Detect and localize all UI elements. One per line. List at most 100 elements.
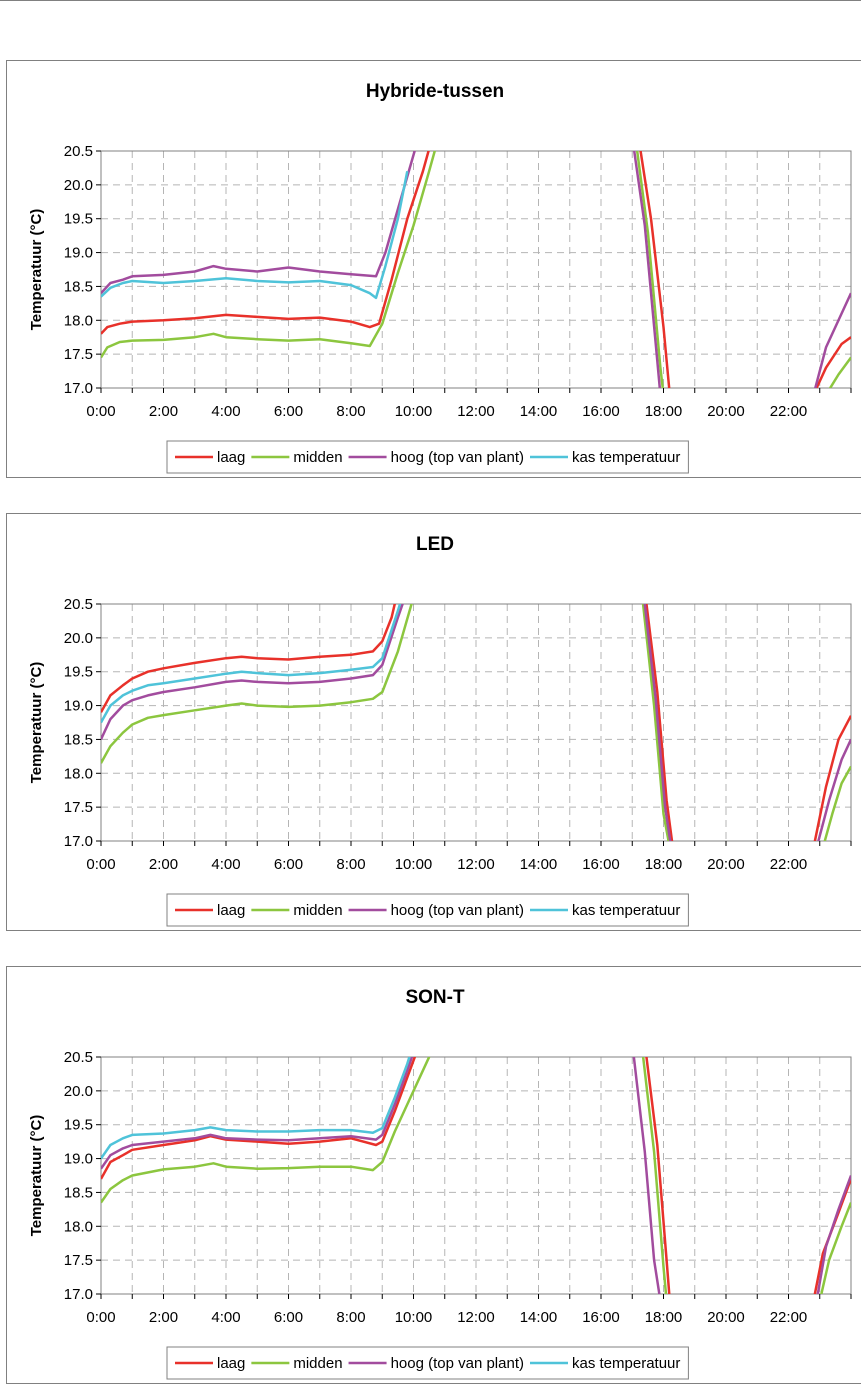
x-tick-label: 0:00 (86, 856, 115, 873)
y-tick-label: 20.0 (64, 630, 93, 647)
y-tick-label: 19.5 (64, 664, 93, 681)
series-line-laag (101, 151, 430, 335)
legend-label: hoog (top van plant) (391, 902, 524, 919)
y-tick-label: 20.0 (64, 1083, 93, 1100)
y-tick-label: 20.0 (64, 177, 93, 194)
y-tick-label: 20.5 (64, 596, 93, 613)
chart-son-t: SON-T 17.0 17.5 18.0 18.5 19.0 19.5 20.0 20.5 0:0… (28, 987, 852, 1380)
series-line-laag-evening (645, 1057, 671, 1294)
series-line-kas-temperatuur (101, 171, 409, 300)
y-tick-label: 17.0 (64, 380, 93, 397)
series-line-midden-night (820, 1202, 851, 1294)
chart-panel-2: LED 17.0 17.5 18.0 18.5 19.0 19.5 20.0 20.5 0:00 2… (6, 513, 861, 931)
x-tick-label: 18:00 (645, 1309, 683, 1326)
legend-label: kas temperatuur (572, 449, 680, 466)
x-tick-label: 4:00 (211, 856, 240, 873)
y-tick-label: 19.5 (64, 211, 93, 228)
legend-label: midden (293, 449, 342, 466)
x-tick-label: 22:00 (770, 403, 808, 420)
series-line-laag-night (813, 715, 851, 841)
x-tick-label: 12:00 (457, 1309, 495, 1326)
x-tick-label: 2:00 (149, 1309, 178, 1326)
series-line-midden (101, 151, 437, 359)
y-tick-label: 17.5 (64, 799, 93, 816)
series-line-hoog-top-van-plant-night (814, 292, 851, 388)
x-tick-label: 14:00 (520, 856, 558, 873)
x-tick-label: 8:00 (336, 1309, 365, 1326)
legend: laag midden hoog (top van plant) kas temper… (166, 893, 689, 927)
legend: laag midden hoog (top van plant) kas temper… (166, 440, 689, 474)
y-tick-label: 17.5 (64, 1252, 93, 1269)
series-line-midden-evening (635, 151, 664, 388)
y-tick-label: 17.0 (64, 1286, 93, 1303)
x-tick-label: 20:00 (707, 403, 745, 420)
y-axis-label: Temperatuur (°C) (28, 209, 45, 331)
x-tick-label: 2:00 (149, 856, 178, 873)
x-tick-label: 16:00 (582, 1309, 620, 1326)
x-tick-label: 0:00 (86, 403, 115, 420)
x-tick-label: 16:00 (582, 856, 620, 873)
series-line-laag-night (815, 336, 851, 388)
plot-area (100, 1056, 852, 1295)
x-tick-label: 8:00 (336, 856, 365, 873)
series-line-hoog-top-van-plant-night (817, 738, 851, 841)
series-group (101, 151, 851, 388)
x-tick-label: 14:00 (520, 1309, 558, 1326)
y-tick-label: 18.5 (64, 1184, 93, 1201)
series-group (101, 604, 851, 841)
chart-panel-1: Hybride-tussen 17.0 17.5 18.0 18.5 19.0 19.5 20… (6, 60, 861, 478)
y-tick-label: 17.5 (64, 346, 93, 363)
x-tick-label: 8:00 (336, 403, 365, 420)
chart-title: SON-T (405, 987, 465, 1008)
legend: laag midden hoog (top van plant) kas temper… (166, 1346, 689, 1380)
y-tick-label: 18.0 (64, 1218, 93, 1235)
series-line-midden-evening (641, 1057, 668, 1294)
series-line-hoog-top-van-plant-evening (632, 151, 662, 388)
series-line-laag (101, 1057, 417, 1180)
series-line-hoog-top-van-plant (101, 604, 404, 740)
y-tick-label: 20.5 (64, 1049, 93, 1066)
y-tick-label: 18.0 (64, 765, 93, 782)
chart-led: LED 17.0 17.5 18.0 18.5 19.0 19.5 20.0 20.5 0:00 2… (28, 534, 852, 927)
series-line-hoog-top-van-plant-evening (632, 1057, 661, 1294)
x-tick-label: 6:00 (274, 856, 303, 873)
legend-label: laag (217, 1355, 245, 1372)
x-tick-label: 6:00 (274, 1309, 303, 1326)
top-divider (0, 0, 861, 1)
series-line-kas-temperatuur (101, 604, 402, 724)
chart-hybride-tussen: Hybride-tussen 17.0 17.5 18.0 18.5 19.0 19.5 20… (28, 81, 852, 474)
legend-label: kas temperatuur (572, 1355, 680, 1372)
legend-label: kas temperatuur (572, 902, 680, 919)
gridlines (101, 1057, 851, 1294)
legend-label: hoog (top van plant) (391, 1355, 524, 1372)
legend-label: midden (293, 1355, 342, 1372)
legend-label: hoog (top van plant) (391, 449, 524, 466)
y-tick-label: 19.0 (64, 245, 93, 262)
x-tick-label: 6:00 (274, 403, 303, 420)
y-tick-label: 18.5 (64, 731, 93, 748)
series-line-hoog-top-van-plant-evening (643, 604, 672, 841)
series-line-midden-night (828, 356, 851, 388)
chart-title: LED (416, 534, 454, 555)
y-tick-label: 19.0 (64, 1151, 93, 1168)
y-tick-label: 20.5 (64, 143, 93, 160)
series-line-laag-evening (639, 151, 671, 388)
x-tick-label: 20:00 (707, 1309, 745, 1326)
x-tick-label: 18:00 (645, 403, 683, 420)
series-line-midden (101, 604, 413, 764)
x-tick-label: 4:00 (211, 403, 240, 420)
series-line-hoog-top-van-plant (101, 1057, 414, 1170)
series-line-laag-evening (645, 604, 674, 841)
plot-area (100, 150, 852, 389)
y-axis-label: Temperatuur (°C) (28, 1115, 45, 1237)
legend-label: laag (217, 449, 245, 466)
y-axis-label: Temperatuur (°C) (28, 662, 45, 784)
legend-label: laag (217, 902, 245, 919)
x-tick-label: 16:00 (582, 403, 620, 420)
legend-label: midden (293, 902, 342, 919)
x-tick-label: 20:00 (707, 856, 745, 873)
chart-panel-3: SON-T 17.0 17.5 18.0 18.5 19.0 19.5 20.0 20.5 0:0… (6, 966, 861, 1384)
plot-area (100, 603, 852, 842)
series-line-midden (101, 1057, 431, 1204)
x-tick-label: 18:00 (645, 856, 683, 873)
